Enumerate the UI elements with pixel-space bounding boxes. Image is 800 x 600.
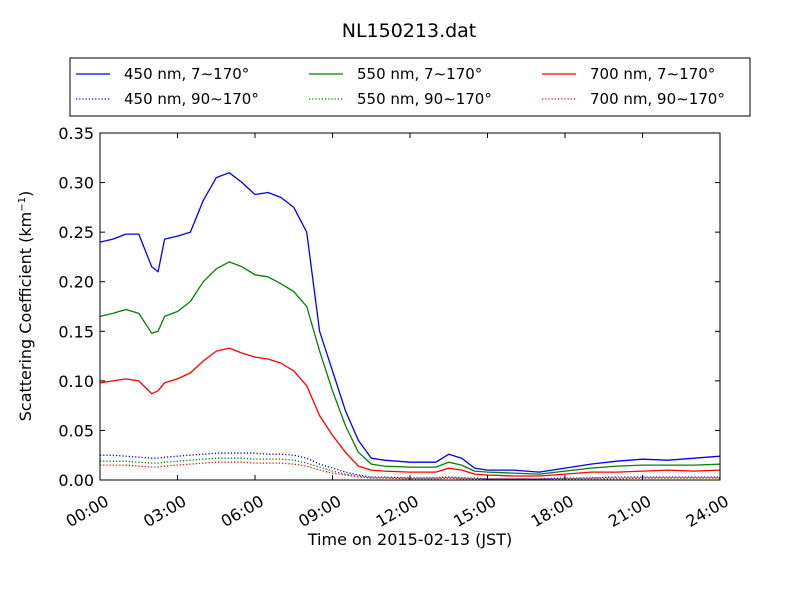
series-line-700-nm-7-170 [99, 347, 721, 477]
x-tick-label: 21:00 [605, 491, 654, 531]
series-line-450-nm-7-170 [99, 172, 721, 473]
y-tick-label: 0.05 [58, 421, 94, 440]
x-tick-label: 12:00 [373, 491, 422, 531]
chart-legend: 450 nm, 7∼170° 550 nm, 7∼170° 700 nm, 7∼17… [69, 57, 751, 117]
chart-title: NL150213.dat [342, 20, 477, 42]
x-tick-label: 09:00 [295, 491, 344, 531]
series-line-550-nm-90-170 [100, 457, 720, 480]
x-axis-label: Time on 2015-02-13 (JST) [307, 530, 512, 549]
x-tick-label: 24:00 [683, 491, 732, 531]
series-line-550-nm-7-170 [99, 261, 721, 475]
x-tick-label: 00:00 [63, 491, 112, 531]
y-axis-label-superscript: −1 [17, 197, 28, 212]
series-line-700-nm-90-170 [100, 461, 720, 480]
legend-label-450-nm-90-170: 450 nm, 90∼170° [124, 90, 259, 108]
legend-label-700-nm-7-170: 700 nm, 7∼170° [590, 65, 715, 83]
legend-label-550-nm-7-170: 550 nm, 7∼170° [357, 65, 482, 83]
legend-label-550-nm-90-170: 550 nm, 90∼170° [357, 90, 492, 108]
y-tick-label: 0.00 [58, 471, 94, 490]
x-tick-label: 15:00 [450, 491, 499, 531]
y-axis-label-main: Scattering Coefficient (km [16, 212, 35, 422]
legend-label-700-nm-90-170: 700 nm, 90∼170° [590, 90, 725, 108]
y-tick-label: 0.25 [58, 223, 94, 242]
legend-label-450-nm-7-170: 450 nm, 7∼170° [124, 65, 249, 83]
x-tick-label: 18:00 [528, 491, 577, 531]
y-tick-label: 0.20 [58, 273, 94, 292]
plot-area: 00:00 03:00 06:00 09:00 12:00 15:00 18:00 21:00… [58, 124, 732, 531]
x-tick-label: 06:00 [218, 491, 267, 531]
y-axis-label: Scattering Coefficient (km−1) [16, 191, 35, 422]
y-axis-label-close: ) [16, 191, 35, 197]
x-tick-label: 03:00 [140, 491, 189, 531]
y-tick-label: 0.30 [58, 174, 94, 193]
y-tick-label: 0.35 [58, 124, 94, 143]
y-tick-label: 0.10 [58, 372, 94, 391]
y-tick-label: 0.15 [58, 322, 94, 341]
